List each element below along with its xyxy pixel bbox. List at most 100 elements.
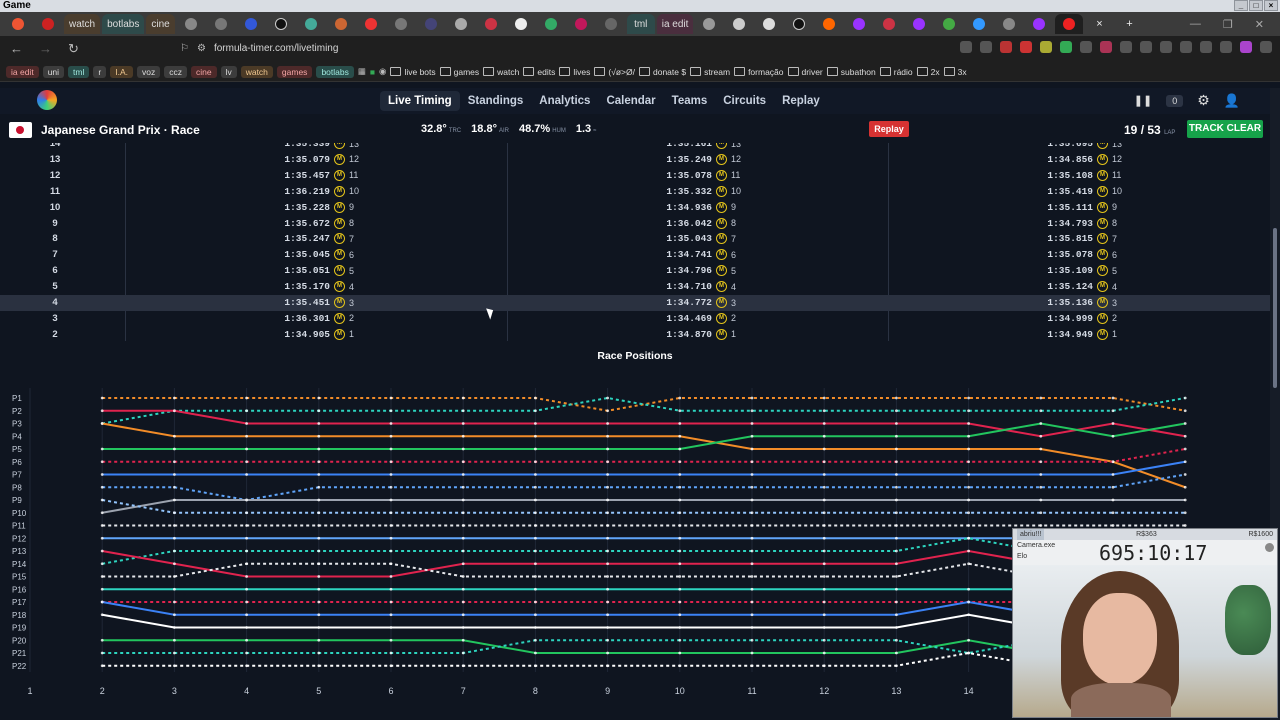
extension-icon[interactable] bbox=[1040, 41, 1052, 53]
table-row[interactable]: 7 1:35.045 M 6 1:34.741 M 6 1:35.078 M 6 bbox=[0, 247, 1270, 263]
bookmark-chip[interactable]: r bbox=[93, 65, 107, 78]
tab-favicon[interactable] bbox=[297, 14, 325, 34]
nav-live-timing[interactable]: Live Timing bbox=[380, 91, 460, 111]
bookmark-folder[interactable]: subathon bbox=[827, 67, 876, 77]
tab-group-watch[interactable]: watch bbox=[64, 14, 101, 34]
minimize-icon[interactable]: _ bbox=[1234, 0, 1248, 11]
bookmark-folder[interactable]: driver bbox=[788, 67, 823, 77]
bookmark-chip[interactable]: ccz bbox=[164, 65, 187, 78]
bookmark-folder[interactable]: stream bbox=[690, 67, 730, 77]
scrollbar-thumb[interactable] bbox=[1273, 228, 1277, 388]
table-row[interactable]: 11 1:36.219 M 10 1:35.332 M 10 1:35.419 M 10 bbox=[0, 184, 1270, 200]
tab-active[interactable] bbox=[1055, 14, 1084, 34]
bookmark-folder[interactable]: donate $ bbox=[639, 67, 686, 77]
extension-icon[interactable] bbox=[1220, 41, 1232, 53]
user-icon[interactable]: 👤 bbox=[1223, 92, 1240, 108]
race-positions-chart[interactable]: 1 2 3 4 5 6 7 8 9 10 11 12 13 14P1P2P3P4P5P6P7P8P9P10… bbox=[0, 380, 1270, 710]
tab-favicon[interactable] bbox=[725, 14, 753, 34]
close-icon[interactable] bbox=[1265, 543, 1274, 552]
tab-favicon[interactable] bbox=[387, 14, 415, 34]
bookmark-folder[interactable]: rádio bbox=[880, 67, 913, 77]
tab-group-botlabs[interactable]: botlabs bbox=[102, 14, 145, 34]
tab-favicon[interactable] bbox=[695, 14, 723, 34]
bookmark-folder[interactable]: watch bbox=[483, 67, 519, 77]
tab-favicon[interactable] bbox=[845, 14, 873, 34]
chrome-icon[interactable]: ◉ bbox=[379, 66, 387, 76]
bookmark-chip[interactable]: I.A. bbox=[110, 65, 133, 78]
nav-analytics[interactable]: Analytics bbox=[539, 95, 591, 107]
forward-icon[interactable]: → bbox=[39, 41, 52, 56]
maximize-icon[interactable]: □ bbox=[1249, 0, 1263, 11]
apps-grid-icon[interactable]: ▦ bbox=[357, 66, 366, 76]
table-row[interactable]: 3 1:36.301 M 2 1:34.469 M 2 1:34.999 M 2 bbox=[0, 311, 1270, 327]
nav-calendar[interactable]: Calendar bbox=[606, 95, 656, 107]
extension-icon[interactable]: ■ bbox=[369, 66, 376, 77]
extension-icon[interactable] bbox=[1100, 41, 1112, 53]
tab-favicon[interactable] bbox=[567, 14, 595, 34]
table-row[interactable]: 4 1:35.451 M 3 1:34.772 M 3 1:35.136 M 3 bbox=[0, 295, 1270, 311]
close-icon[interactable]: × bbox=[1264, 0, 1278, 11]
extension-icon[interactable] bbox=[1000, 41, 1012, 53]
app-logo-icon[interactable] bbox=[37, 90, 57, 110]
tab-favicon[interactable] bbox=[1025, 14, 1053, 34]
tab-favicon[interactable] bbox=[207, 14, 235, 34]
tab-favicon[interactable] bbox=[177, 14, 205, 34]
extension-icon[interactable] bbox=[1140, 41, 1152, 53]
bookmark-icon[interactable]: ⚐ bbox=[180, 43, 189, 54]
extension-icon[interactable] bbox=[1180, 41, 1192, 53]
tab-favicon[interactable] bbox=[507, 14, 535, 34]
bookmark-chip[interactable]: ia edit bbox=[6, 65, 39, 78]
table-row[interactable]: 10 1:35.228 M 9 1:34.936 M 9 1:35.111 M 9 bbox=[0, 200, 1270, 216]
bookmark-folder[interactable]: lives bbox=[559, 67, 590, 77]
extension-icon[interactable] bbox=[1020, 41, 1032, 53]
extension-icon[interactable] bbox=[1120, 41, 1132, 53]
bookmark-folder[interactable]: edits bbox=[523, 67, 555, 77]
bookmark-chip[interactable]: games bbox=[276, 65, 313, 78]
table-row[interactable]: 12 1:35.457 M 11 1:35.078 M 11 1:35.108 M 11 bbox=[0, 168, 1270, 184]
tab-favicon[interactable] bbox=[935, 14, 963, 34]
extension-icon[interactable] bbox=[1200, 41, 1212, 53]
bookmark-folder[interactable]: 3x bbox=[944, 67, 967, 77]
nav-replay[interactable]: Replay bbox=[782, 95, 820, 107]
tab-favicon[interactable] bbox=[327, 14, 355, 34]
tab-favicon[interactable] bbox=[995, 14, 1023, 34]
table-row[interactable]: 14 1:35.339 M 13 1:35.161 M 13 1:35.695 M 13 bbox=[0, 143, 1270, 152]
tab-group-ia-edit[interactable]: ia edit bbox=[656, 14, 694, 34]
tab-favicon[interactable] bbox=[357, 14, 385, 34]
url-field[interactable]: ⚐ ⚙ formula-timer.com/livetiming bbox=[180, 39, 910, 59]
pause-icon[interactable]: ❚❚ bbox=[1133, 95, 1153, 107]
bookmark-folder[interactable]: 2x bbox=[917, 67, 940, 77]
close-icon[interactable]: ✕ bbox=[1254, 18, 1264, 31]
menu-icon[interactable] bbox=[1260, 41, 1272, 53]
table-row[interactable]: 2 1:34.905 M 1 1:34.870 M 1 1:34.949 M 1 bbox=[0, 327, 1270, 341]
restore-icon[interactable]: ❐ bbox=[1222, 18, 1233, 31]
tab-favicon[interactable] bbox=[267, 14, 295, 34]
site-info-icon[interactable]: ⚙ bbox=[196, 43, 206, 54]
bookmark-chip[interactable]: tml bbox=[68, 65, 90, 78]
table-row[interactable]: 9 1:35.672 M 8 1:36.042 M 8 1:34.793 M 8 bbox=[0, 216, 1270, 232]
table-row[interactable]: 5 1:35.170 M 4 1:34.710 M 4 1:35.124 M 4 bbox=[0, 279, 1270, 295]
tab-favicon[interactable] bbox=[597, 14, 625, 34]
tab-group-cine[interactable]: cine bbox=[146, 14, 175, 34]
bookmark-folder[interactable]: (√ø>Ø/ bbox=[594, 67, 635, 77]
lap-times-table[interactable]: 14 1:35.339 M 13 1:35.161 M 13 1:35.695 M 13 13 1:3… bbox=[0, 143, 1270, 341]
tab-favicon[interactable] bbox=[477, 14, 505, 34]
bookmark-chip[interactable]: botlabs bbox=[316, 65, 354, 78]
minimize-icon[interactable]: — bbox=[1189, 17, 1201, 30]
table-row[interactable]: 6 1:35.051 M 5 1:34.796 M 5 1:35.109 M 5 bbox=[0, 263, 1270, 279]
bookmark-chip[interactable]: voz bbox=[136, 65, 161, 78]
table-row[interactable]: 13 1:35.079 M 12 1:35.249 M 12 1:34.856 M 12 bbox=[0, 152, 1270, 168]
bookmark-folder[interactable]: formação bbox=[734, 67, 783, 77]
share-icon[interactable] bbox=[980, 41, 992, 53]
bookmark-chip[interactable]: watch bbox=[240, 65, 273, 78]
new-tab-button[interactable]: + bbox=[1115, 14, 1143, 34]
tab-favicon[interactable] bbox=[237, 14, 265, 34]
back-icon[interactable]: ← bbox=[10, 41, 23, 56]
page-scrollbar[interactable] bbox=[1270, 88, 1280, 720]
bookmark-chip[interactable]: lv bbox=[220, 65, 237, 78]
tab-favicon[interactable] bbox=[537, 14, 565, 34]
tab-favicon[interactable] bbox=[875, 14, 903, 34]
translate-icon[interactable] bbox=[960, 41, 972, 53]
reload-icon[interactable]: ↻ bbox=[68, 41, 79, 56]
bookmark-chip[interactable]: uni bbox=[42, 65, 65, 78]
